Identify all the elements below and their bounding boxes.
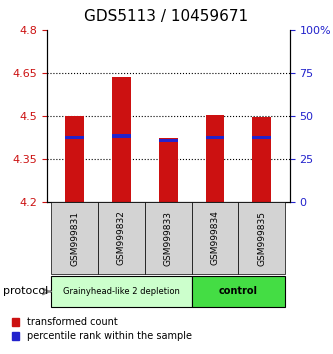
Text: protocol: protocol bbox=[3, 286, 49, 297]
Text: GSM999833: GSM999833 bbox=[164, 211, 173, 266]
Bar bbox=[112, 77, 131, 202]
Bar bbox=[112, 134, 131, 138]
Bar bbox=[65, 116, 84, 202]
Bar bbox=[98, 202, 145, 274]
Bar bbox=[238, 202, 285, 274]
Bar bbox=[145, 202, 191, 274]
Legend: transformed count, percentile rank within the sample: transformed count, percentile rank withi… bbox=[12, 318, 192, 341]
Text: control: control bbox=[219, 286, 258, 297]
Text: GDS5113 / 10459671: GDS5113 / 10459671 bbox=[85, 9, 248, 24]
Bar bbox=[51, 202, 98, 274]
Bar bbox=[252, 118, 271, 202]
Text: GSM999832: GSM999832 bbox=[117, 211, 126, 266]
Bar bbox=[205, 115, 224, 202]
Bar bbox=[159, 137, 177, 202]
Text: Grainyhead-like 2 depletion: Grainyhead-like 2 depletion bbox=[63, 287, 180, 296]
Bar bbox=[205, 136, 224, 139]
Text: GSM999831: GSM999831 bbox=[70, 211, 79, 266]
Text: GSM999835: GSM999835 bbox=[257, 211, 266, 266]
Text: GSM999834: GSM999834 bbox=[210, 211, 219, 266]
Bar bbox=[191, 276, 285, 307]
Bar bbox=[191, 202, 238, 274]
Bar bbox=[51, 276, 191, 307]
Bar bbox=[159, 138, 177, 142]
Bar bbox=[65, 136, 84, 139]
Bar bbox=[252, 136, 271, 139]
